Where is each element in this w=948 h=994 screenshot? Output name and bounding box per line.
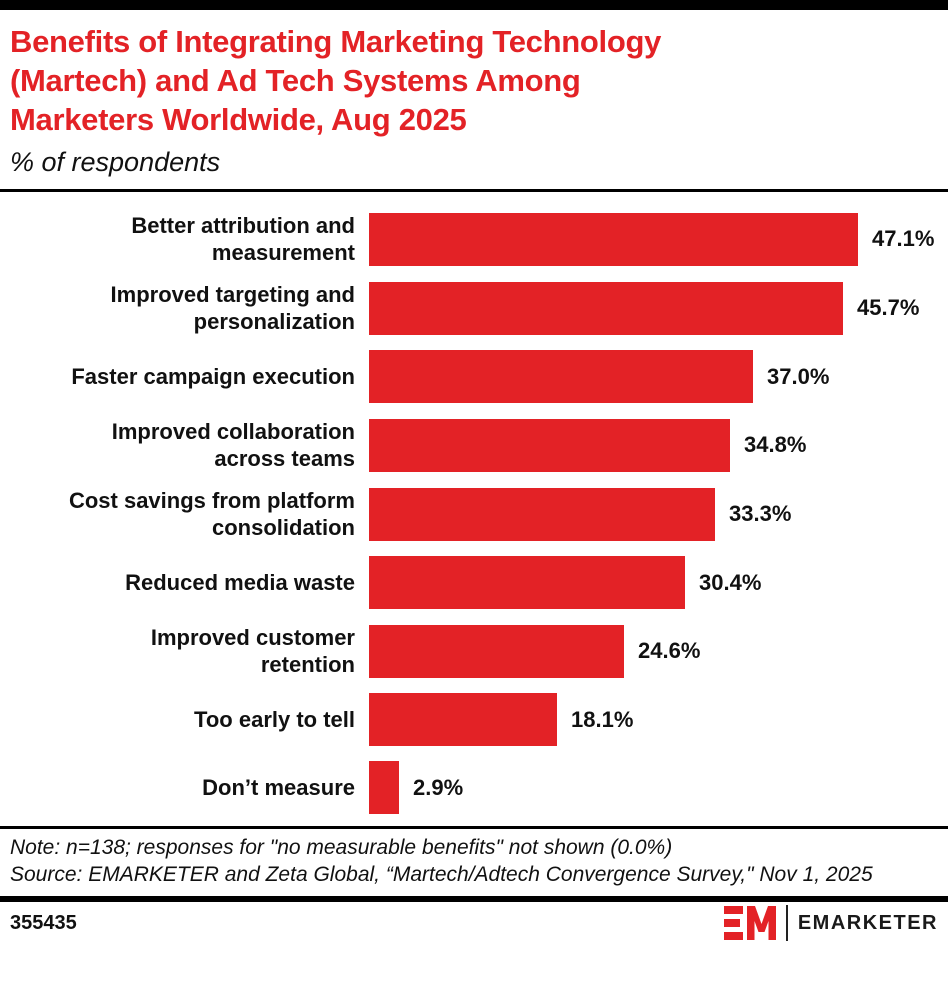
header-divider	[0, 189, 948, 192]
value-label: 33.3%	[729, 501, 792, 526]
chart-title-line-1: Benefits of Integrating Marketing Techno…	[10, 24, 662, 59]
bar	[369, 624, 624, 678]
chart-subtitle: % of respondents	[10, 147, 221, 177]
bar-track: 24.6%	[369, 624, 948, 678]
bar	[369, 487, 715, 541]
value-label: 45.7%	[857, 295, 920, 320]
chart-row: Too early to tell 18.1%	[0, 693, 948, 746]
chart-header: Benefits of Integrating Marketing Techno…	[0, 10, 948, 179]
logo-separator	[785, 905, 788, 941]
top-black-bar	[0, 0, 948, 10]
bar-track: 33.3%	[369, 487, 948, 541]
bar-track: 45.7%	[369, 281, 948, 335]
bar	[369, 350, 753, 403]
value-label: 24.6%	[638, 638, 701, 663]
chart-row: Faster campaign execution 37.0%	[0, 350, 948, 403]
chart-row: Reduced media waste 30.4%	[0, 556, 948, 609]
category-label: Cost savings from platform consolidation	[68, 488, 355, 540]
bar-track: 37.0%	[369, 350, 948, 403]
bar	[369, 212, 858, 266]
category-label: Improved collaboration across teams	[111, 419, 355, 471]
chart-row: Cost savings from platform consolidation 3…	[0, 487, 948, 541]
brand-name: EMARKETER	[797, 911, 938, 934]
bar-track: 2.9%	[369, 761, 948, 814]
category-label: Reduced media waste	[125, 570, 355, 595]
bar-chart: Better attribution and measurement 47.1% Im…	[0, 192, 948, 826]
value-label: 30.4%	[699, 569, 762, 595]
value-label: 47.1%	[872, 226, 935, 251]
footnote-divider	[0, 826, 948, 829]
footer: 355435 EMARKETER	[0, 902, 948, 944]
source-text: Source: EMARKETER and Zeta Global, “Mart…	[10, 863, 873, 886]
bar	[369, 761, 399, 814]
chart-row: Improved targeting and personalization 45.…	[0, 281, 948, 335]
bar	[369, 418, 730, 472]
bar	[369, 693, 557, 746]
emarketer-logo: EMARKETER	[723, 905, 938, 941]
note-text: Note: n=138; responses for "no measurabl…	[10, 836, 673, 859]
bar	[369, 556, 685, 609]
chart-row: Improved collaboration across teams 34.8%	[0, 418, 948, 472]
value-label: 2.9%	[413, 774, 464, 800]
chart-row: Better attribution and measurement 47.1%	[0, 212, 948, 266]
bar-track: 18.1%	[369, 693, 948, 746]
chart-title-line-2: (Martech) and Ad Tech Systems Among	[10, 63, 581, 98]
chart-row: Don’t measure 2.9%	[0, 761, 948, 814]
bar-track: 34.8%	[369, 418, 948, 472]
category-label: Improved customer retention	[150, 625, 355, 677]
value-label: 37.0%	[767, 363, 830, 389]
value-label: 18.1%	[571, 706, 634, 732]
chart-row: Improved customer retention 24.6%	[0, 624, 948, 678]
footer-divider	[0, 896, 948, 902]
chart-id: 355435	[10, 911, 77, 934]
chart-title: Benefits of Integrating Marketing Techno…	[10, 22, 938, 139]
category-label: Improved targeting and personalization	[110, 282, 355, 334]
bar-track: 30.4%	[369, 556, 948, 609]
category-label: Better attribution and measurement	[131, 213, 355, 265]
bar	[369, 281, 843, 335]
footnote: Note: n=138; responses for "no measurabl…	[0, 829, 948, 896]
value-label: 34.8%	[744, 432, 807, 457]
category-label: Don’t measure	[202, 775, 355, 800]
category-label: Faster campaign execution	[71, 364, 355, 389]
chart-title-line-3: Marketers Worldwide, Aug 2025	[10, 102, 467, 137]
bar-track: 47.1%	[369, 212, 948, 266]
category-label: Too early to tell	[194, 707, 355, 732]
emarketer-monogram-icon	[723, 905, 776, 941]
